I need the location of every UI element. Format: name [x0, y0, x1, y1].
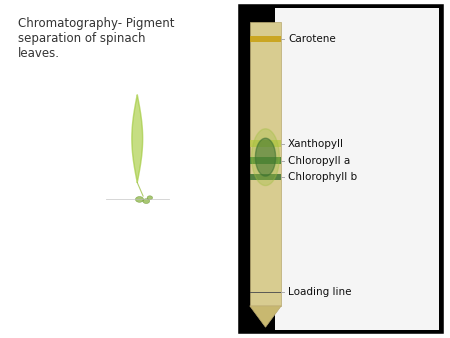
- Text: Carotene: Carotene: [288, 34, 336, 44]
- Bar: [250, 157, 281, 164]
- Polygon shape: [250, 306, 281, 327]
- Text: Chloropyll a: Chloropyll a: [288, 155, 350, 166]
- Bar: [250, 291, 281, 293]
- Ellipse shape: [147, 196, 153, 200]
- Polygon shape: [132, 95, 143, 183]
- Bar: [250, 22, 281, 306]
- Polygon shape: [256, 138, 275, 176]
- Polygon shape: [252, 129, 279, 186]
- Bar: [250, 140, 281, 147]
- Bar: [250, 36, 281, 42]
- Text: Chromatography- Pigment
separation of spinach
leaves.: Chromatography- Pigment separation of sp…: [18, 17, 175, 60]
- Bar: [241, 7, 441, 331]
- Ellipse shape: [143, 199, 149, 203]
- Text: Chlorophyll b: Chlorophyll b: [288, 172, 357, 183]
- Text: Xanthopyll: Xanthopyll: [288, 139, 344, 149]
- Ellipse shape: [135, 196, 144, 202]
- Text: Loading line: Loading line: [288, 287, 351, 297]
- Polygon shape: [132, 95, 143, 183]
- Bar: [250, 174, 281, 180]
- Bar: [274, 8, 439, 330]
